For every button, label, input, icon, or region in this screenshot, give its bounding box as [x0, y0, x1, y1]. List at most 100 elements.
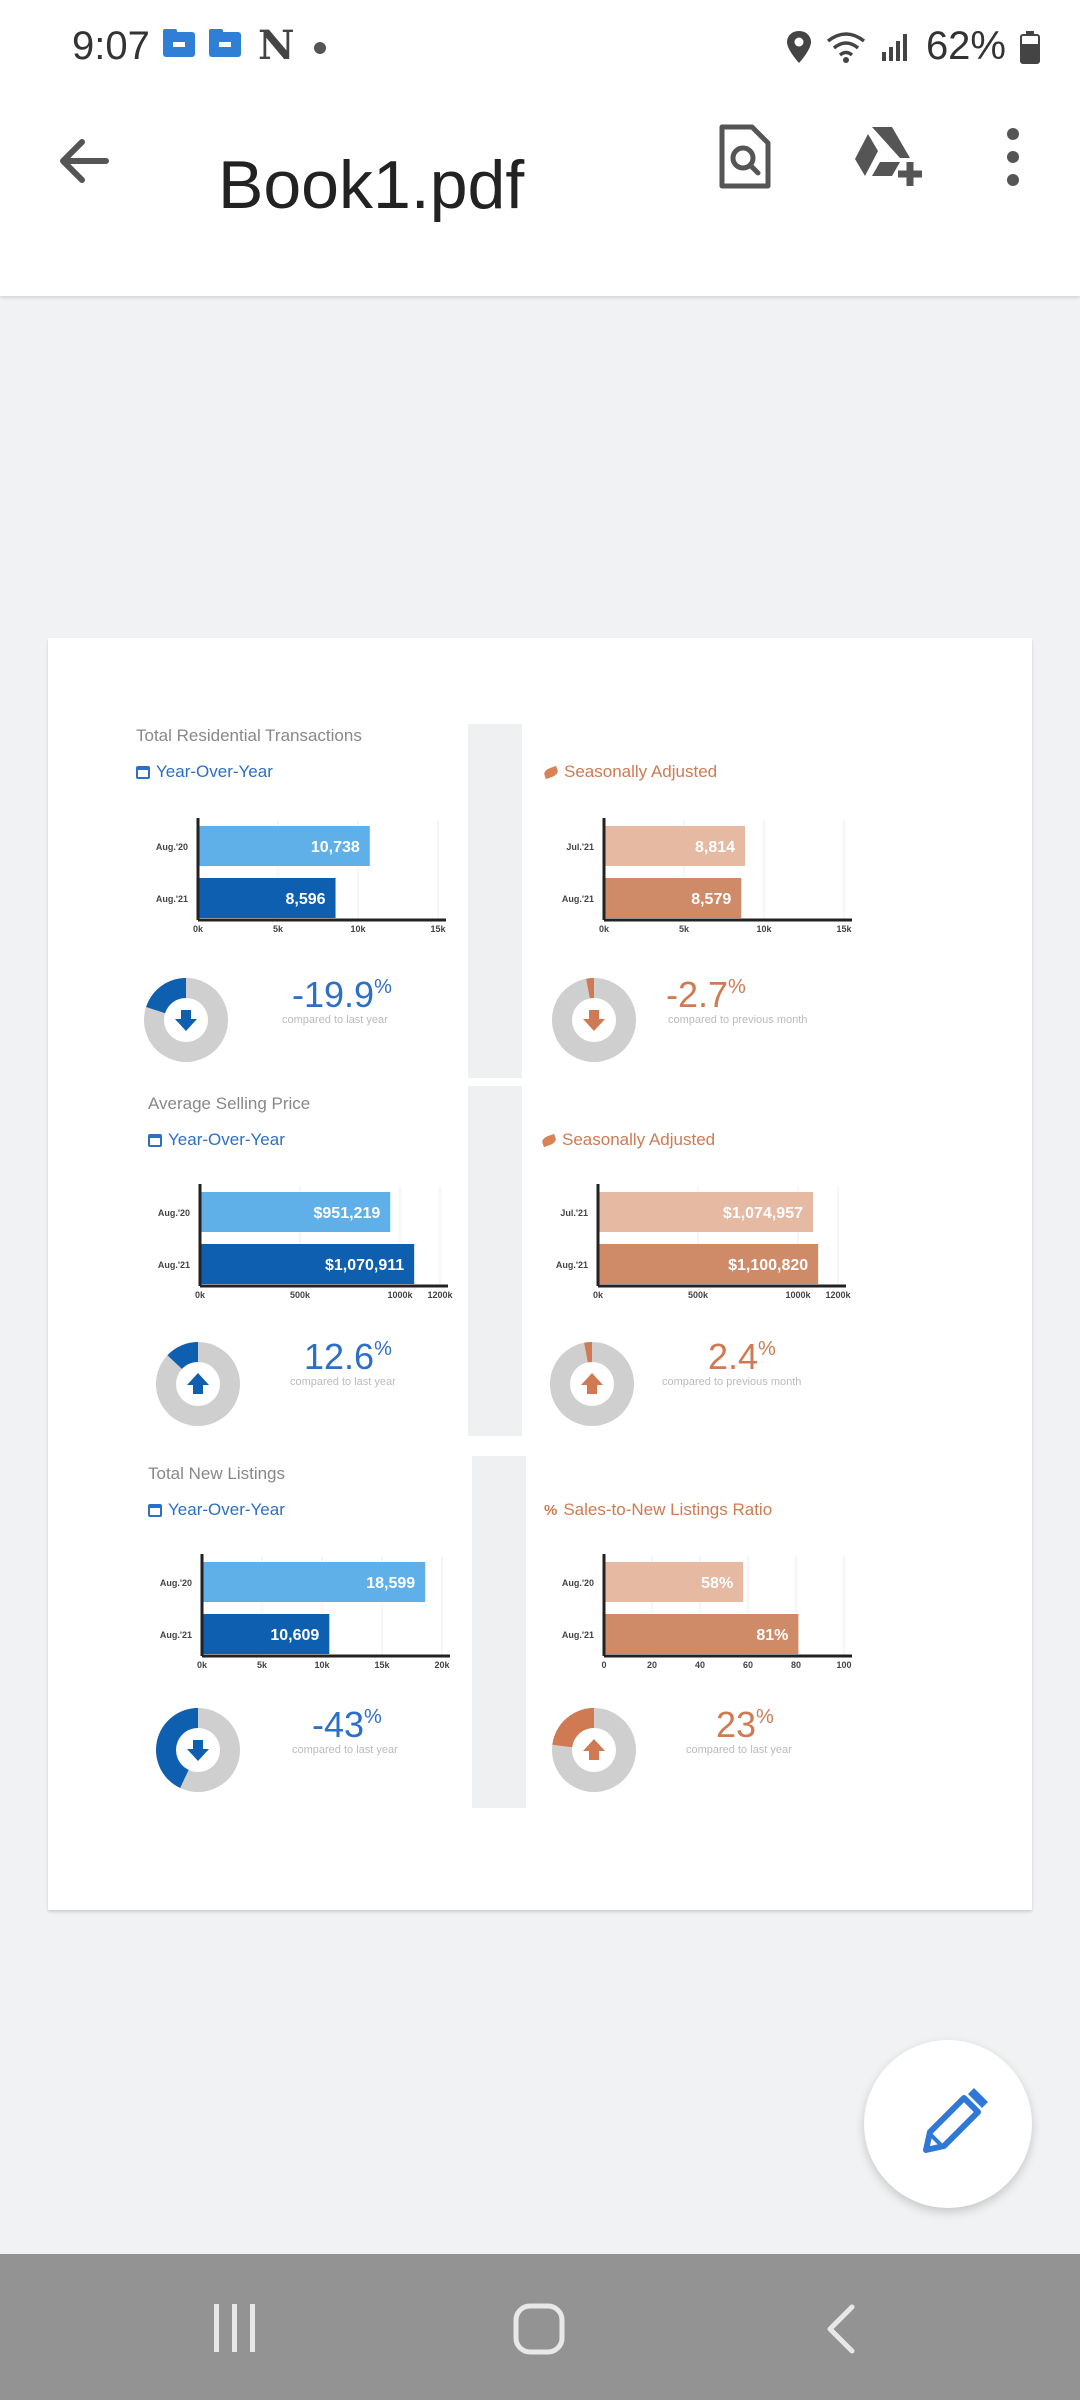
edit-fab[interactable]: [864, 2040, 1032, 2208]
bar-value-label: $1,100,820: [728, 1257, 808, 1274]
dot-icon: [314, 42, 326, 54]
panel-title: Average Selling Price: [148, 1094, 311, 1113]
donut-svg: [156, 1342, 240, 1426]
bar: [200, 1192, 391, 1232]
tick-label: 0k: [593, 1290, 604, 1300]
tick-label: 0k: [193, 924, 204, 934]
bar-value-label: 8,814: [695, 839, 735, 856]
tick-label: 15k: [374, 1660, 390, 1670]
pdf-page[interactable]: Total Residential Transactions Year-Over…: [48, 638, 1032, 1910]
tick-label: 10k: [350, 924, 366, 934]
bar-chart-svg: 8,814 Jul.'21 8,579 Aug.'21 0k 5k 10k 15k: [562, 818, 852, 934]
leaf-icon: [542, 765, 560, 779]
arrow-down-icon: [187, 1740, 209, 1761]
arrow-up-icon: [583, 1739, 605, 1760]
change-percent: 2.4%: [708, 1336, 776, 1377]
bar-value-label: 8,579: [691, 891, 731, 908]
tick-label: 1000k: [785, 1290, 811, 1300]
tick-label: 40: [695, 1660, 705, 1670]
category-label: Aug.'21: [562, 1630, 594, 1640]
folder-notification-icon: [163, 29, 195, 57]
tick-label: 5k: [273, 924, 284, 934]
change-donut: [142, 976, 230, 1069]
arrow-down-icon: [583, 1010, 605, 1031]
tick-label: 1000k: [387, 1290, 413, 1300]
change-percent: 23%: [716, 1704, 774, 1745]
tick-label: 10k: [314, 1660, 330, 1670]
panel-title: Total New Listings: [148, 1464, 286, 1483]
search-document-icon[interactable]: [716, 124, 772, 190]
bar-value-label: 10,738: [311, 839, 360, 856]
bar: [598, 1244, 819, 1284]
donut-svg: [156, 1708, 240, 1792]
bar: [198, 826, 370, 866]
pencil-icon: [923, 2088, 988, 2153]
tick-label: 15k: [430, 924, 446, 934]
tick-label: 100: [836, 1660, 851, 1670]
bar: [604, 878, 742, 918]
bar-chart-svg: $1,074,957 Jul.'21 $1,100,820 Aug.'21 0k 500k…: [556, 1184, 852, 1300]
bar-chart-svg: $951,219 Aug.'20 $1,070,911 Aug.'21 0k 500k 10…: [158, 1184, 454, 1300]
bar: [202, 1614, 330, 1654]
bar-value-label: 8,596: [285, 891, 325, 908]
compare-caption: compared to previous month: [662, 1376, 802, 1388]
leaf-icon: [540, 1133, 558, 1147]
back-arrow-icon[interactable]: [50, 126, 120, 196]
home-icon[interactable]: [512, 2302, 566, 2356]
category-label: Aug.'20: [160, 1578, 192, 1588]
bar-chart-transactions-yoy: 10,738 Aug.'20 8,596 Aug.'21 0k 5k 10k 15k: [136, 818, 466, 963]
tick-label: 5k: [679, 924, 690, 934]
bar-value-label: 58%: [701, 1575, 733, 1592]
system-nav-bar: [0, 2254, 1080, 2400]
status-time: 9:07: [72, 24, 150, 68]
donut-svg: [144, 978, 228, 1062]
category-label: Aug.'21: [156, 894, 188, 904]
category-label: Aug.'20: [156, 842, 188, 852]
bar-chart-sales-ratio: 58% Aug.'20 81% Aug.'21 0 20 40 60 80 100: [542, 1554, 872, 1699]
tick-label: 0: [601, 1660, 606, 1670]
calendar-icon: [136, 765, 150, 779]
more-vert-icon[interactable]: [1004, 124, 1022, 190]
compare-caption: compared to last year: [686, 1744, 792, 1756]
arrow-up-icon: [581, 1373, 603, 1394]
tick-label: 0k: [599, 924, 610, 934]
bar: [604, 826, 746, 866]
recents-icon[interactable]: [210, 2302, 260, 2354]
tick-label: 80: [791, 1660, 801, 1670]
bar-value-label: 81%: [756, 1627, 788, 1644]
category-label: Aug.'21: [160, 1630, 192, 1640]
signal-icon: [881, 33, 907, 61]
tick-label: 20k: [434, 1660, 450, 1670]
category-label: Aug.'20: [562, 1578, 594, 1588]
arrow-down-icon: [175, 1010, 197, 1031]
tick-label: 15k: [836, 924, 852, 934]
panel-subtitle: Seasonally Adjusted: [540, 1130, 715, 1150]
panel-subtitle: Year-Over-Year: [136, 762, 273, 782]
location-icon: [786, 30, 811, 63]
change-donut: [548, 1340, 636, 1433]
back-icon[interactable]: [824, 2304, 858, 2354]
status-right: 62%: [786, 24, 1040, 69]
tick-label: 0k: [197, 1660, 208, 1670]
change-percent: -43%: [312, 1704, 382, 1745]
category-label: Aug.'20: [158, 1208, 190, 1218]
change-percent: 12.6%: [304, 1336, 392, 1377]
bar-chart-svg: 58% Aug.'20 81% Aug.'21 0 20 40 60 80 100: [562, 1554, 852, 1670]
panel-subtitle: % Sales-to-New Listings Ratio: [544, 1500, 773, 1519]
bar: [604, 1562, 744, 1602]
change-donut: [550, 976, 638, 1069]
compare-caption: compared to last year: [290, 1376, 396, 1388]
bar-chart-listings-yoy: 18,599 Aug.'20 10,609 Aug.'21 0k 5k 10k 15k 20k: [140, 1554, 470, 1699]
compare-caption: compared to last year: [282, 1014, 388, 1026]
notification-n-icon: N: [258, 22, 295, 69]
bar: [198, 878, 336, 918]
drive-add-icon[interactable]: [852, 124, 924, 190]
tick-label: 20: [647, 1660, 657, 1670]
tick-label: 500k: [688, 1290, 709, 1300]
bar: [200, 1244, 415, 1284]
tick-label: 10k: [756, 924, 772, 934]
document-title: Book1.pdf: [218, 147, 525, 223]
donut-svg: [552, 978, 636, 1062]
compare-caption: compared to last year: [292, 1744, 398, 1756]
wifi-icon: [826, 31, 866, 63]
